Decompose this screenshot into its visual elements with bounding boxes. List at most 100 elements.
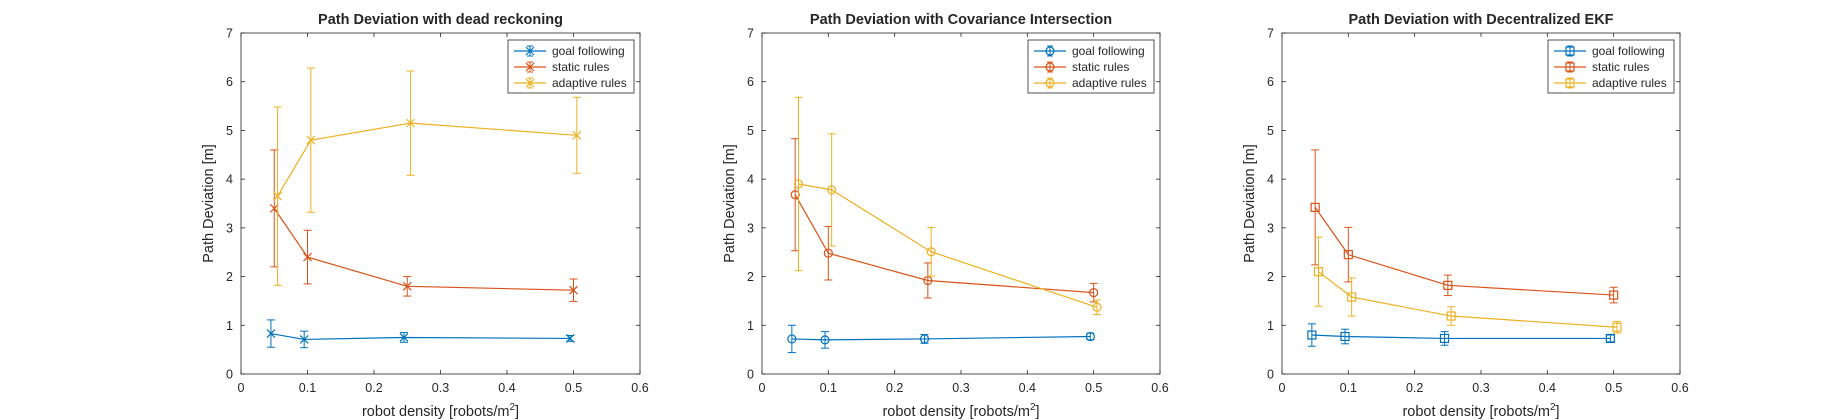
series-line — [1311, 334, 1611, 340]
series-line — [1314, 207, 1614, 296]
x-tick-label: 0.3 — [432, 381, 449, 395]
y-tick-label: 0 — [226, 368, 233, 382]
x-tick-label: 0.5 — [1605, 381, 1622, 395]
data-point-marker — [1605, 333, 1615, 344]
legend: goal following static rules adaptive rules — [1027, 39, 1155, 94]
x-tick-label: 0 — [238, 381, 245, 395]
data-point-marker-b — [569, 285, 578, 295]
y-tick-label: 2 — [747, 270, 754, 284]
y-axis-label: Path Deviation [m] — [1242, 144, 1258, 262]
chart-panel-1: 0 0.1 0.2 0.3 0.4 0.5 0.6 0 1 2 3 4 5 6 7 Path Deviatio… — [201, 12, 649, 420]
legend: goal following static rules adaptive rules — [1547, 39, 1675, 94]
series-line — [273, 208, 574, 291]
series-1 — [266, 319, 575, 349]
data-point-marker — [787, 334, 797, 344]
chart-title: Path Deviation with Covariance Intersect… — [810, 12, 1112, 28]
x-tick-label: 0.4 — [1539, 381, 1556, 395]
data-point-marker-b — [402, 281, 412, 291]
chart-title: Path Deviation with Decentralized EKF — [1348, 12, 1613, 28]
data-point-marker — [790, 190, 800, 200]
legend-entry-label: goal following — [552, 44, 625, 58]
legend-swatch-marker-b — [525, 62, 535, 72]
data-point-marker — [919, 334, 930, 344]
chart-title: Path Deviation with dead reckoning — [318, 12, 563, 28]
y-tick-label: 3 — [1267, 221, 1274, 235]
data-point-marker — [1089, 288, 1099, 298]
legend-swatch-marker — [1045, 78, 1055, 88]
series-line — [1318, 271, 1618, 328]
x-tick-label: 0.5 — [565, 381, 582, 395]
y-tick-label: 1 — [1267, 319, 1274, 333]
data-point-marker — [1313, 267, 1324, 277]
y-tick-label: 3 — [226, 221, 233, 235]
data-point-marker — [1609, 290, 1619, 300]
legend-entry-label: goal following — [1072, 44, 1145, 58]
x-axis-label: robot density [robots/m2] — [882, 402, 1039, 420]
x-tick-label: 0.2 — [1406, 381, 1423, 395]
y-tick-label: 4 — [1267, 173, 1274, 187]
data-point-marker-b — [299, 334, 309, 344]
legend-swatch-marker — [1565, 78, 1575, 88]
data-point-marker-b — [266, 329, 276, 338]
y-tick-label: 6 — [747, 75, 754, 89]
data-point-marker — [1612, 322, 1622, 332]
y-tick-label: 5 — [1267, 124, 1274, 138]
data-point-marker-b — [565, 334, 575, 343]
y-tick-label: 1 — [226, 319, 233, 333]
series-1 — [787, 324, 1095, 354]
legend-swatch-marker — [1565, 46, 1575, 56]
data-point-marker — [1446, 311, 1456, 321]
data-point-marker-b — [273, 191, 282, 201]
legend-swatch-marker-b — [525, 46, 535, 56]
x-tick-label: 0.5 — [1085, 381, 1102, 395]
legend-swatch-marker — [1565, 62, 1575, 72]
x-tick-label: 0.6 — [1151, 381, 1168, 395]
legend-swatch-marker-b — [525, 78, 535, 88]
data-point-marker-b — [399, 333, 409, 342]
x-tick-label: 0.1 — [820, 381, 837, 395]
data-point-marker-b — [572, 130, 582, 140]
legend-swatch-marker — [1045, 46, 1055, 56]
y-tick-label: 2 — [226, 270, 233, 284]
data-point-marker-b — [306, 135, 316, 145]
data-point-marker — [1340, 331, 1350, 342]
legend-entry-label: goal following — [1592, 44, 1665, 58]
data-point-marker — [1092, 302, 1102, 312]
series-line — [277, 122, 577, 197]
data-point-marker — [1343, 250, 1353, 260]
data-point-marker — [827, 185, 837, 195]
y-tick-label: 4 — [226, 173, 233, 187]
series-line — [270, 332, 571, 341]
data-point-marker — [1443, 280, 1453, 290]
series-1 — [1307, 323, 1615, 347]
legend-entry-label: static rules — [1592, 60, 1649, 74]
y-tick-label: 7 — [747, 27, 754, 41]
y-tick-label: 7 — [1267, 27, 1274, 41]
x-tick-label: 0.2 — [365, 381, 382, 395]
chart-panel-2: 0 0.1 0.2 0.3 0.4 0.5 0.6 0 1 2 3 4 5 6 7 Path Deviatio… — [722, 12, 1169, 420]
legend-entry-label: adaptive rules — [1592, 76, 1667, 90]
x-tick-label: 0 — [1279, 381, 1286, 395]
data-point-marker — [1085, 331, 1095, 342]
x-tick-label: 0.6 — [1671, 381, 1688, 395]
series-line — [794, 194, 1094, 294]
y-tick-label: 1 — [747, 319, 754, 333]
x-axis-label: robot density [robots/m2] — [1402, 402, 1559, 420]
y-tick-label: 6 — [1267, 75, 1274, 89]
x-tick-label: 0.1 — [299, 381, 316, 395]
series-2 — [790, 138, 1099, 303]
series-3 — [793, 96, 1102, 316]
y-tick-label: 5 — [226, 124, 233, 138]
x-tick-label: 0.3 — [952, 381, 969, 395]
x-tick-label: 0.4 — [498, 381, 515, 395]
legend: goal following static rules adaptive rules — [507, 39, 635, 94]
series-3 — [1313, 236, 1622, 334]
y-tick-label: 0 — [747, 368, 754, 382]
data-point-marker — [823, 248, 833, 258]
y-tick-label: 4 — [747, 173, 754, 187]
series-line — [791, 335, 1091, 341]
data-point-marker — [926, 247, 936, 257]
legend-entry-label: static rules — [552, 60, 609, 74]
y-tick-label: 3 — [747, 221, 754, 235]
legend-entry-label: static rules — [1072, 60, 1129, 74]
